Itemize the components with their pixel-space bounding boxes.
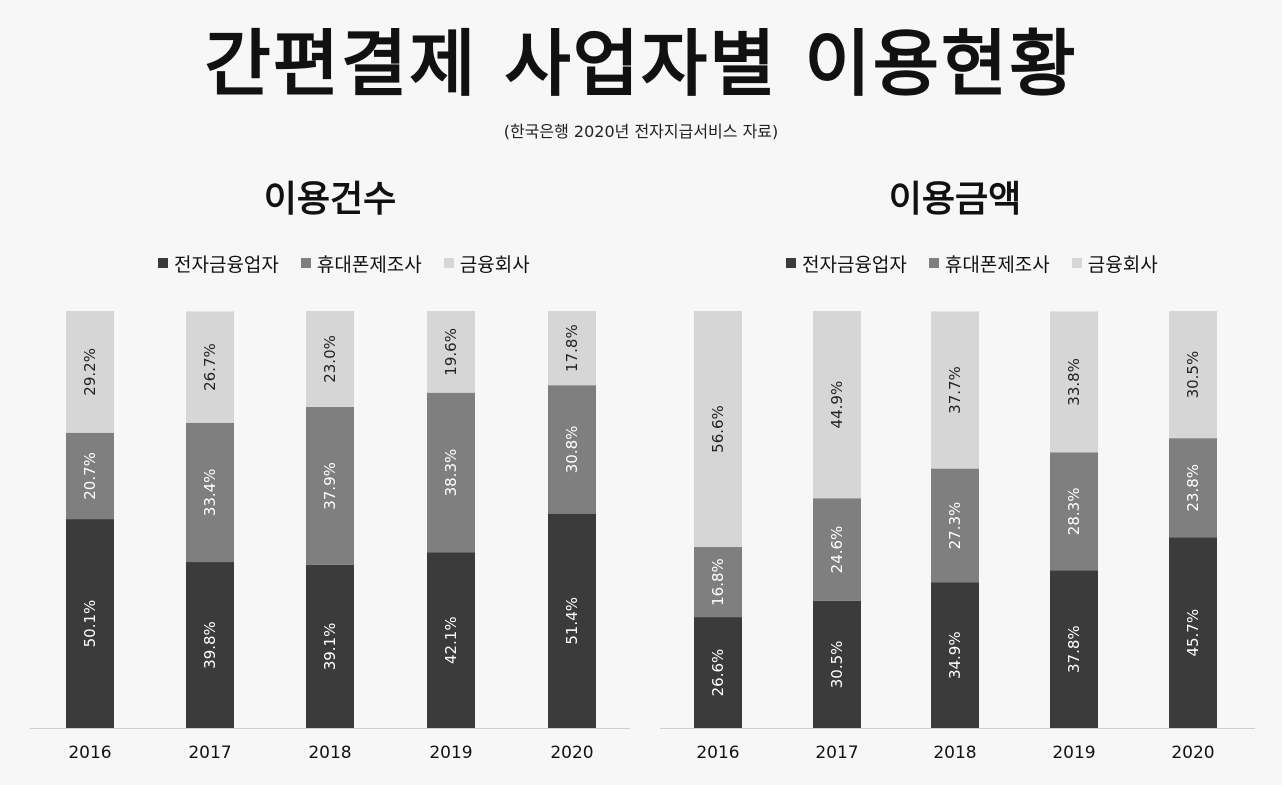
data-label-efin-2016: 50.1% [81, 600, 99, 648]
data-label-efin-2019: 42.1% [442, 616, 460, 664]
data-label-bank-2018: 37.7% [946, 366, 964, 414]
data-label-bank-2018: 23.0% [321, 335, 339, 383]
data-label-efin-2016: 26.6% [709, 649, 727, 697]
legend-label-bank: 금융회사 [459, 253, 530, 276]
page-subtitle: (한국은행 2020년 전자지급서비스 자료) [503, 122, 779, 141]
bar-segment-efin-2016 [694, 617, 742, 728]
bar-segment-bank-2016 [694, 311, 742, 548]
data-label-phone-2016: 20.7% [81, 452, 99, 500]
bar-segment-efin-2017 [186, 562, 234, 728]
chart-count: 50.1% 20.7% 29.2% 2016 39.8% 33.4% 26.7% 2017 39… [30, 311, 630, 763]
bar-segment-efin-2019 [1050, 570, 1098, 728]
data-label-efin-2020: 51.4% [563, 597, 581, 645]
data-label-bank-2016: 56.6% [709, 405, 727, 453]
bar-segment-bank-2020 [1169, 311, 1217, 439]
x-tick-label-2018: 2018 [933, 743, 976, 763]
data-label-efin-2018: 34.9% [946, 631, 964, 679]
bar-segment-bank-2017 [813, 311, 861, 499]
data-label-efin-2020: 45.7% [1184, 609, 1202, 657]
legend-item-efin: 전자금융업자 [786, 250, 907, 277]
page-title: 간편결제 사업자별 이용현황 [204, 22, 1078, 106]
legend-item-bank: 금융회사 [1071, 250, 1158, 277]
x-tick-label-2019: 2019 [429, 743, 472, 763]
legend-label-phone: 휴대폰제조사 [316, 253, 422, 276]
legend-label-bank: 금융회사 [1087, 253, 1158, 276]
bar-segment-bank-2019 [427, 311, 475, 393]
data-label-bank-2020: 17.8% [563, 324, 581, 372]
bar-segment-phone-2019 [427, 392, 475, 553]
bar-segment-bank-2018 [306, 311, 354, 407]
data-label-phone-2020: 30.8% [563, 426, 581, 474]
bar-segment-phone-2018 [931, 468, 979, 583]
bar-segment-phone-2019 [1050, 452, 1098, 571]
bar-segment-phone-2016 [66, 432, 114, 520]
legend-amount: 전자금융업자 휴대폰제조사 금융회사 [786, 250, 1180, 276]
data-label-phone-2018: 27.3% [946, 502, 964, 550]
bar-segment-bank-2019 [1050, 311, 1098, 453]
data-label-phone-2016: 16.8% [709, 558, 727, 606]
data-label-phone-2017: 24.6% [828, 526, 846, 574]
data-label-phone-2019: 28.3% [1065, 488, 1083, 536]
bar-segment-phone-2020 [1169, 438, 1217, 538]
bar-segment-efin-2018 [931, 582, 979, 728]
x-tick-label-2020: 2020 [1171, 743, 1214, 763]
x-tick-label-2017: 2017 [815, 743, 858, 763]
legend-label-efin: 전자금융업자 [802, 253, 907, 276]
bar-segment-efin-2017 [813, 600, 861, 728]
data-label-efin-2019: 37.8% [1065, 625, 1083, 673]
legend-label-phone: 휴대폰제조사 [944, 253, 1050, 276]
legend-item-bank: 금융회사 [443, 250, 530, 277]
data-label-bank-2017: 26.7% [201, 343, 219, 391]
bar-segment-phone-2017 [186, 422, 234, 563]
data-label-bank-2016: 29.2% [81, 348, 99, 396]
x-tick-label-2016: 2016 [68, 743, 111, 763]
data-label-efin-2017: 39.8% [201, 621, 219, 669]
bar-segment-bank-2018 [931, 311, 979, 469]
bar-segment-bank-2017 [186, 311, 234, 423]
bar-segment-efin-2020 [548, 513, 596, 728]
legend-item-efin: 전자금융업자 [158, 250, 279, 277]
bar-segment-phone-2016 [694, 547, 742, 618]
bar-segment-bank-2020 [548, 311, 596, 386]
legend-item-phone: 휴대폰제조사 [300, 250, 422, 277]
legend-swatch-bank [1071, 258, 1082, 268]
bar-segment-efin-2016 [66, 519, 114, 728]
legend-swatch-phone [928, 258, 939, 268]
data-label-phone-2020: 23.8% [1184, 464, 1202, 512]
x-tick-label-2019: 2019 [1052, 743, 1095, 763]
x-tick-label-2016: 2016 [696, 743, 739, 763]
data-label-efin-2018: 39.1% [321, 623, 339, 671]
data-label-bank-2019: 19.6% [442, 328, 460, 376]
x-tick-label-2018: 2018 [308, 743, 351, 763]
legend-item-phone: 휴대폰제조사 [928, 250, 1050, 277]
data-label-bank-2019: 33.8% [1065, 358, 1083, 406]
legend-swatch-phone [300, 258, 311, 268]
bar-segment-phone-2017 [813, 498, 861, 601]
data-label-efin-2017: 30.5% [828, 641, 846, 689]
legend-swatch-bank [443, 258, 454, 268]
data-label-phone-2017: 33.4% [201, 469, 219, 517]
data-label-bank-2017: 44.9% [828, 381, 846, 429]
legend-count: 전자금융업자 휴대폰제조사 금융회사 [158, 250, 552, 276]
x-tick-label-2020: 2020 [550, 743, 593, 763]
data-label-phone-2019: 38.3% [442, 449, 460, 497]
chart-title-amount: 이용금액 [888, 179, 1022, 220]
legend-swatch-efin [786, 258, 796, 268]
bar-segment-phone-2018 [306, 406, 354, 565]
chart-title-count: 이용건수 [263, 179, 397, 220]
bar-segment-bank-2016 [66, 311, 114, 433]
chart-amount: 26.6% 16.8% 56.6% 2016 30.5% 24.6% 44.9% 2017 34… [660, 311, 1255, 763]
legend-label-efin: 전자금융업자 [174, 253, 279, 276]
x-tick-label-2017: 2017 [188, 743, 231, 763]
legend-swatch-efin [158, 258, 168, 268]
bar-segment-efin-2018 [306, 564, 354, 728]
data-label-phone-2018: 37.9% [321, 462, 339, 510]
bar-segment-efin-2019 [427, 552, 475, 728]
data-label-bank-2020: 30.5% [1184, 351, 1202, 399]
bar-segment-efin-2020 [1169, 537, 1217, 728]
bar-segment-phone-2020 [548, 385, 596, 514]
